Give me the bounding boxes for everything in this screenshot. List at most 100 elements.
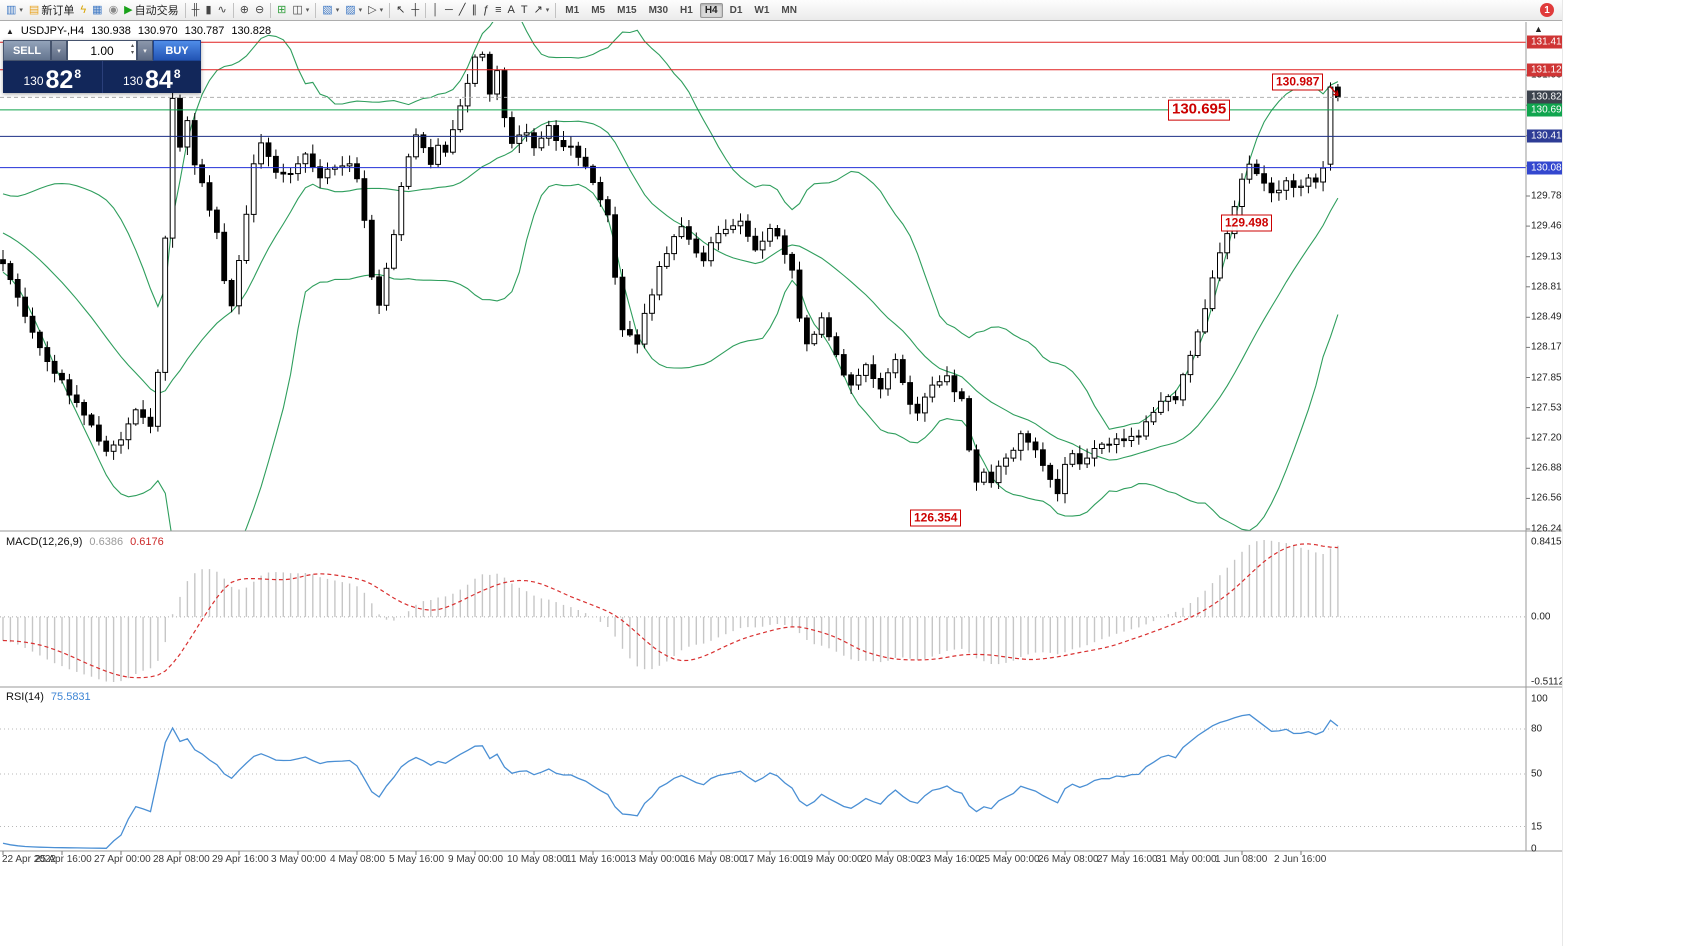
zoom-out-button[interactable]: ⊖ — [252, 2, 267, 19]
autotrading-button[interactable]: ▶ 自动交易 — [121, 2, 181, 19]
buy-button[interactable]: BUY — [153, 40, 201, 61]
new-order-button[interactable]: ▤ 新订单 — [26, 2, 77, 19]
chart-shift-button[interactable]: ▷ ▾ — [365, 2, 386, 19]
notification-badge[interactable]: 1 — [1540, 3, 1554, 17]
new-order-label: 新订单 — [41, 5, 75, 17]
crosshair-button[interactable]: ┼ — [408, 2, 422, 19]
text-tool-icon: A — [507, 3, 515, 16]
chart-canvas[interactable] — [0, 0, 1562, 946]
rsi-label: RSI(14) — [6, 691, 44, 703]
new-chart-button[interactable]: ▥ ▾ — [3, 2, 26, 19]
text-tool-button[interactable]: A — [504, 2, 517, 19]
channel-tool-button[interactable]: ∥ — [468, 2, 480, 19]
timeframe-d1-button[interactable]: D1 — [729, 4, 743, 16]
autotrading-icon: ▶ — [124, 3, 133, 16]
symbol-name: USDJPY-,H4 — [20, 25, 85, 37]
fibonacci-tool-button[interactable]: ƒ — [480, 2, 492, 19]
spin-up-icon[interactable]: ▴ — [130, 43, 134, 49]
timeframe-w1-button[interactable]: W1 — [754, 4, 770, 16]
chart-shift-icon: ▷ — [368, 3, 377, 16]
volume-spinner[interactable]: ▴ ▾ — [131, 43, 134, 57]
autotrading-label: 自动交易 — [134, 5, 179, 17]
arrow-tool-icon: ↗ — [533, 3, 543, 16]
chevron-down-icon: ▾ — [19, 7, 23, 14]
macd-signal-line — [2, 543, 1338, 679]
chart-profiles-icon: ▨ — [345, 3, 356, 16]
new-chart-icon: ▥ — [6, 3, 17, 16]
scroll-up-icon[interactable]: ▲ — [1534, 24, 1543, 34]
new-chart-window-icon: ▧ — [322, 3, 333, 16]
vertical-line-tool-button[interactable]: │ — [429, 2, 442, 19]
horizontal-line-tool-button[interactable]: ─ — [442, 2, 456, 19]
toolbar-separator — [270, 2, 272, 18]
volume-input[interactable]: 1.00 ▴ ▾ — [67, 40, 137, 61]
timeframe-mn-button[interactable]: MN — [781, 4, 797, 16]
ohlc-close: 130.828 — [231, 25, 272, 37]
toolbox-icon: ϟ — [80, 3, 87, 16]
toolbox-button[interactable]: ϟ — [77, 2, 89, 19]
spin-down-icon[interactable]: ▾ — [130, 49, 134, 56]
toolbar-separator — [555, 2, 557, 18]
alerts-icon: ◉ — [108, 3, 119, 16]
new-order-icon: ▤ — [28, 3, 40, 16]
toolbar-separator — [389, 2, 391, 18]
ohlc-high: 130.970 — [137, 25, 178, 37]
timeframe-m15-button[interactable]: M15 — [617, 4, 637, 16]
sell-options-chevron-icon[interactable]: ▾ — [51, 40, 67, 61]
auto-arrange-icon: ⊞ — [277, 3, 287, 16]
bar-chart-type-button[interactable]: ╫ — [189, 2, 203, 19]
buy-price[interactable]: 130 84 8 — [103, 61, 202, 93]
rsi-value: 75.5831 — [50, 691, 91, 703]
rsi-header: RSI(14) 75.5831 — [6, 691, 91, 703]
channel-tool-icon: ∥ — [471, 3, 477, 16]
buy-price-prefix: 130 — [122, 74, 144, 88]
sell-price-prefix: 130 — [23, 74, 44, 88]
macd-histogram — [2, 540, 1339, 682]
zoom-out-icon: ⊖ — [254, 3, 265, 16]
sell-price[interactable]: 130 82 8 — [3, 61, 103, 93]
auto-arrange-button[interactable]: ⊞ — [274, 2, 289, 19]
buy-options-chevron-icon[interactable]: ▾ — [137, 40, 153, 61]
cursor-button[interactable]: ↖ — [393, 2, 408, 19]
toolbar-separator — [232, 2, 234, 18]
profiles-button[interactable]: ▦ — [89, 2, 105, 19]
bar-chart-type-icon: ╫ — [191, 3, 200, 16]
timeframe-m5-button[interactable]: M5 — [591, 4, 606, 16]
line-chart-type-button[interactable]: ∿ — [215, 2, 230, 19]
buy-price-main: 84 — [145, 65, 173, 94]
horizontal-line-tool-icon: ─ — [445, 3, 453, 16]
symbol-ohlc-line: ▲ USDJPY-,H4 130.938 130.970 130.787 130… — [6, 25, 271, 37]
shapes-tool-button[interactable]: ≡ — [492, 2, 504, 19]
new-chart-window-button[interactable]: ▧ ▾ — [319, 2, 342, 19]
timeframe-m30-button[interactable]: M30 — [648, 4, 669, 16]
timeframe-m1-button[interactable]: M1 — [565, 4, 580, 16]
candlestick-type-button[interactable]: ▮ — [202, 2, 214, 19]
annotation-arrow — [1329, 85, 1339, 97]
label-tool-icon: T — [520, 3, 528, 16]
zoom-in-icon: ⊕ — [239, 3, 249, 16]
toolbar: ▥ ▾ ▤ 新订单 ϟ ▦ ◉ ▶ 自动交易 ╫ ▮ ∿ ⊕ ⊖ ⊞ ◫ ▾ ▧ ▾ ▨ ▾ ▷ ▾ ↖ ┼ │ ─ ╱ ∥ ƒ ≡ A T ↗ ▾… — [0, 0, 1562, 21]
chevron-down-icon: ▾ — [545, 7, 550, 14]
fibonacci-tool-icon: ƒ — [482, 3, 490, 16]
timeframe-h4-button[interactable]: H4 — [699, 2, 723, 18]
arrow-tool-button[interactable]: ↗ ▾ — [531, 2, 553, 19]
macd-label: MACD(12,26,9) — [6, 536, 83, 548]
volume-value: 1.00 — [90, 43, 114, 58]
tile-windows-button[interactable]: ◫ ▾ — [289, 2, 312, 19]
sell-button[interactable]: SELL — [3, 40, 51, 61]
crosshair-icon: ┼ — [411, 3, 420, 16]
candlestick-type-icon: ▮ — [205, 3, 212, 16]
timeframe-h1-button[interactable]: H1 — [680, 4, 693, 16]
collapse-one-click-icon[interactable]: ▲ — [6, 26, 14, 36]
cursor-icon: ↖ — [396, 3, 406, 16]
toolbar-separator — [184, 2, 186, 18]
zoom-in-button[interactable]: ⊕ — [237, 2, 252, 19]
shapes-tool-icon: ≡ — [495, 3, 502, 16]
trendline-tool-button[interactable]: ╱ — [456, 2, 469, 19]
sell-price-main: 82 — [45, 65, 74, 94]
label-tool-button[interactable]: T — [518, 2, 531, 19]
chevron-down-icon: ▾ — [305, 7, 310, 14]
alerts-button[interactable]: ◉ — [106, 2, 122, 19]
chart-profiles-button[interactable]: ▨ ▾ — [342, 2, 365, 19]
